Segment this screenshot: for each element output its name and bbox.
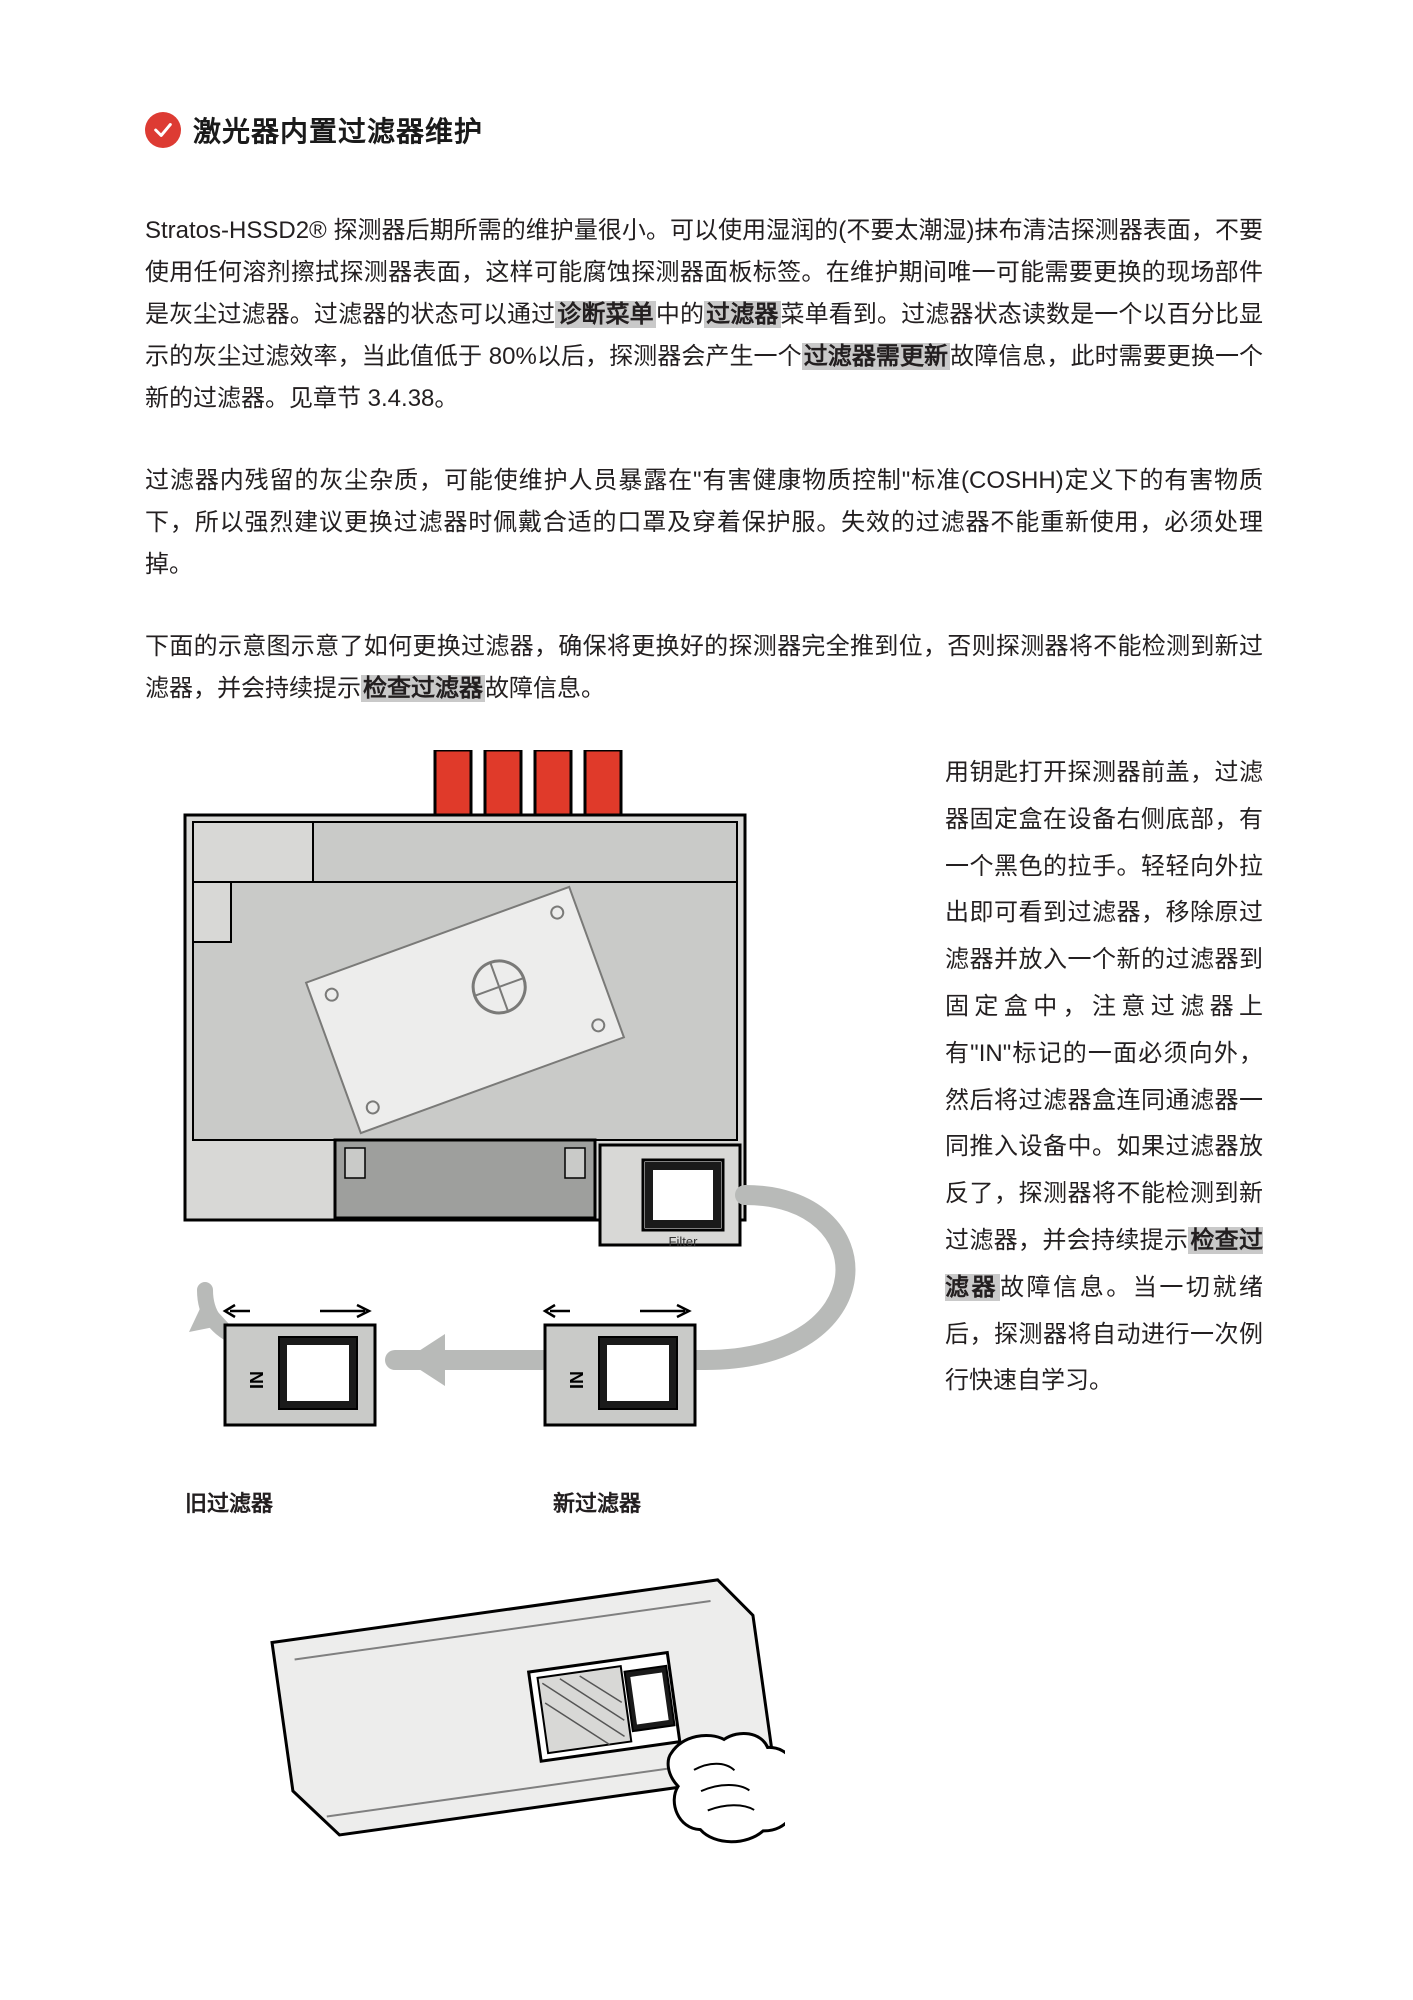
old-filter-block: 旧过滤器 bbox=[185, 1480, 273, 1518]
heading-text: 激光器内置过滤器维护 bbox=[193, 110, 483, 150]
hand-diagram bbox=[265, 1558, 785, 1883]
svg-text:IN: IN bbox=[567, 1371, 587, 1389]
diagrams-column: Filter IN bbox=[145, 750, 905, 1883]
side-instructions: 用钥匙打开探测器前盖，过滤器固定盒在设备右侧底部，有一个黑色的拉手。轻轻向外拉出… bbox=[945, 750, 1263, 1405]
section-heading: 激光器内置过滤器维护 bbox=[145, 110, 1263, 150]
p1-h2: 过滤器 bbox=[704, 301, 780, 328]
p1-h3: 过滤器需更新 bbox=[802, 343, 950, 370]
svg-text:IN: IN bbox=[247, 1371, 267, 1389]
check-badge-icon bbox=[145, 112, 181, 148]
side-t1: 用钥匙打开探测器前盖，过滤器固定盒在设备右侧底部，有一个黑色的拉手。轻轻向外拉出… bbox=[945, 759, 1263, 1254]
paragraph-3: 下面的示意图示意了如何更换过滤器，确保将更换好的探测器完全推到位，否则探测器将不… bbox=[145, 626, 1263, 710]
p1-t2: 中的 bbox=[656, 301, 704, 328]
p1-h1: 诊断菜单 bbox=[555, 301, 656, 328]
p3-t2: 故障信息。 bbox=[485, 675, 605, 702]
old-filter-label: 旧过滤器 bbox=[185, 1486, 273, 1518]
new-filter-label: 新过滤器 bbox=[553, 1486, 641, 1518]
filter-labels-row: 旧过滤器 新过滤器 bbox=[145, 1480, 905, 1518]
paragraph-2: 过滤器内残留的灰尘杂质，可能使维护人员暴露在"有害健康物质控制"标准(COSHH… bbox=[145, 460, 1263, 586]
paragraph-1: Stratos-HSSD2® 探测器后期所需的维护量很小。可以使用湿润的(不要太… bbox=[145, 210, 1263, 420]
p3-t1: 下面的示意图示意了如何更换过滤器，确保将更换好的探测器完全推到位，否则探测器将不… bbox=[145, 633, 1263, 702]
svg-text:Filter: Filter bbox=[669, 1234, 699, 1249]
detector-diagram: Filter IN bbox=[145, 750, 905, 1470]
p3-h1: 检查过滤器 bbox=[361, 675, 485, 702]
new-filter-block: 新过滤器 bbox=[553, 1480, 641, 1518]
content-row: Filter IN bbox=[145, 750, 1263, 1883]
